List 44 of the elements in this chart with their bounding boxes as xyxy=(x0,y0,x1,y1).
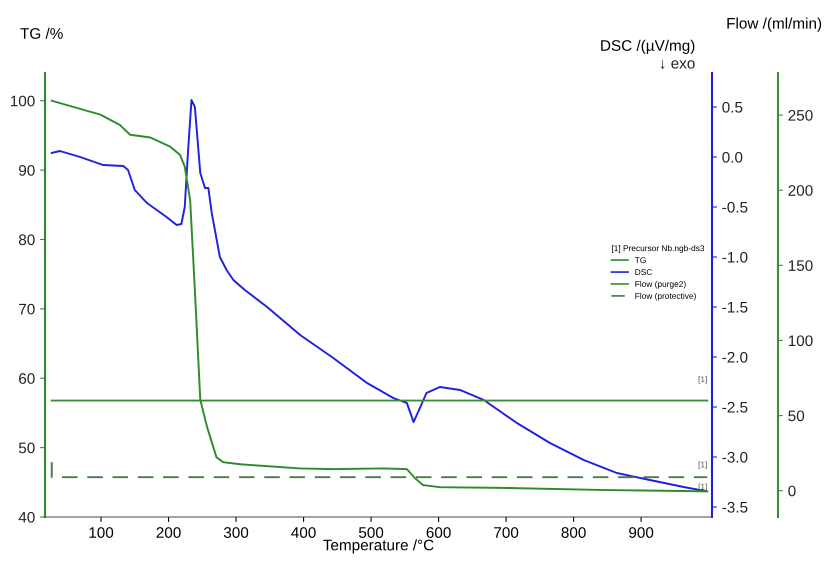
y3-tick-label: 250 xyxy=(788,110,813,121)
y-tick-label: 60 xyxy=(19,373,35,384)
y3-tick-label: 200 xyxy=(788,185,813,196)
x-tick-label: 700 xyxy=(494,527,518,538)
x-tick-label: 100 xyxy=(89,527,114,538)
y-tick-label: 70 xyxy=(19,304,35,315)
x-tick-label: 500 xyxy=(358,527,384,538)
y2-tick-label: 0.0 xyxy=(722,152,742,163)
y2-tick-label: -3.0 xyxy=(722,452,748,463)
legend-label: TG xyxy=(634,257,646,264)
x-axis-title: Temperature /°C xyxy=(323,539,434,554)
y-axis-title: TG /% xyxy=(20,28,63,39)
y-tick-label: 90 xyxy=(19,164,35,176)
y-tick-label: 40 xyxy=(18,512,35,523)
text: ↓ exo xyxy=(660,60,695,69)
annotation: [1] xyxy=(698,376,707,384)
legend-title: [1] Precursor Nb.ngb-ds3 xyxy=(612,245,704,253)
x-tick-label: 900 xyxy=(629,527,654,538)
x-tick-label: 800 xyxy=(562,527,586,538)
y-tick-label: 100 xyxy=(10,96,35,106)
annotation: [1] xyxy=(698,483,707,492)
y2-tick-label: -2.0 xyxy=(722,352,748,363)
x-tick-label: 600 xyxy=(426,527,451,538)
legend-label: Flow (purge2) xyxy=(635,280,686,289)
x-tick-label: 300 xyxy=(224,527,248,538)
y3-axis-title: Flow /(ml/min) xyxy=(727,18,822,32)
y-tick-label: 50 xyxy=(18,442,35,454)
legend-label: DSC xyxy=(635,269,652,276)
annotation: [1] xyxy=(698,461,707,470)
y2-axis-title: DSC /(µV/mg) xyxy=(601,40,694,54)
y2-tick-label: -2.5 xyxy=(722,402,748,413)
y2-tick-label: -1.0 xyxy=(722,252,748,263)
y2-tick-label: -3.5 xyxy=(722,502,748,513)
x-tick-label: 200 xyxy=(156,527,181,538)
y-tick-label: 80 xyxy=(18,234,35,246)
x-tick-label: 400 xyxy=(291,527,316,538)
y2-tick-label: -1.5 xyxy=(722,302,748,313)
y3-tick-label: 100 xyxy=(788,335,813,346)
y3-tick-label: 50 xyxy=(788,410,804,422)
legend-label: Flow (protective) xyxy=(635,292,696,301)
y2-tick-label: -0.5 xyxy=(722,202,748,213)
y2-tick-label: 0.5 xyxy=(722,102,742,113)
y3-tick-label: 0 xyxy=(788,486,796,496)
y3-tick-label: 150 xyxy=(788,260,813,272)
